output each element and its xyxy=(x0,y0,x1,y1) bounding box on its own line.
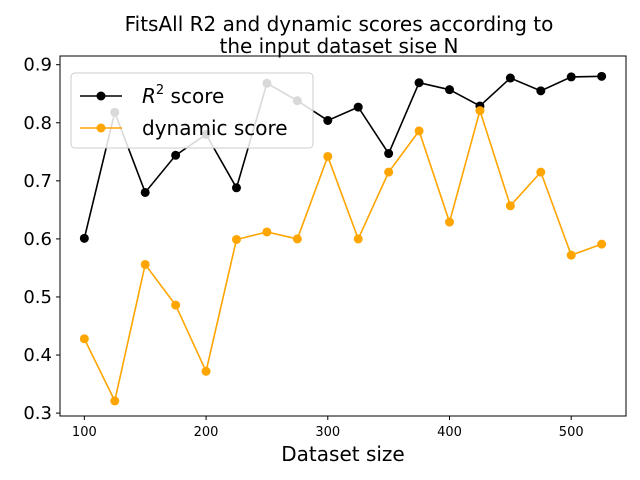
series-2-point xyxy=(505,201,515,211)
x-tick-label: 400 xyxy=(437,425,462,440)
series-2-point xyxy=(292,234,302,244)
series-2-point xyxy=(445,217,455,227)
x-axis-label: Dataset size xyxy=(281,442,404,466)
x-axis: 100 200 300 400 500 xyxy=(72,416,584,440)
series-1-point xyxy=(414,78,424,88)
plot-frame xyxy=(59,55,627,417)
y-tick-label: 0.4 xyxy=(23,345,52,366)
chart-title: FitsAll R2 and dynamic scores according … xyxy=(125,12,554,58)
series-2-point xyxy=(79,334,89,344)
series-1-point xyxy=(353,102,363,112)
series-2-point xyxy=(140,259,150,269)
series-2-point xyxy=(231,234,241,244)
series-2-point xyxy=(475,106,485,116)
series-1-point xyxy=(171,150,181,160)
series-2-point xyxy=(597,239,607,249)
y-tick-label: 0.3 xyxy=(23,403,52,424)
x-tick-label: 500 xyxy=(559,425,584,440)
series-1-point xyxy=(566,72,576,82)
series-1-point xyxy=(536,86,546,96)
series-1-point xyxy=(384,149,394,159)
legend-swatch-marker xyxy=(96,123,106,133)
chart-title-line-1: FitsAll R2 and dynamic scores according … xyxy=(125,12,554,36)
legend: R2 score dynamic score xyxy=(70,72,314,149)
series-1-point xyxy=(140,187,150,197)
series-2-point xyxy=(414,126,424,136)
series-2-point xyxy=(171,300,181,310)
legend-box xyxy=(70,72,314,149)
x-tick-label: 300 xyxy=(315,425,340,440)
series-2-point xyxy=(262,227,272,237)
series-2-point xyxy=(536,167,546,177)
y-tick-label: 0.7 xyxy=(23,171,52,192)
series-1-point xyxy=(445,85,455,95)
y-tick-label: 0.6 xyxy=(23,229,52,250)
y-axis: 0.3 0.4 0.5 0.6 0.7 0.8 0.9 xyxy=(23,55,60,424)
series-2-point xyxy=(353,234,363,244)
y-tick-label: 0.9 xyxy=(23,55,52,76)
series-1-point xyxy=(505,73,515,83)
series-2-point xyxy=(384,167,394,177)
x-tick-label: 100 xyxy=(72,425,97,440)
series-1-point xyxy=(79,233,89,243)
series-2-point xyxy=(323,151,333,161)
x-tick-label: 200 xyxy=(194,425,219,440)
legend-label-1: R2 score xyxy=(142,83,224,108)
series-1-point xyxy=(231,183,241,193)
series-1-point xyxy=(597,71,607,81)
series-line-2 xyxy=(83,107,602,404)
series-1-point xyxy=(323,115,333,125)
legend-label-2: dynamic score xyxy=(142,116,288,140)
chart-title-line-2: the input dataset sise N xyxy=(220,34,459,58)
y-tick-label: 0.5 xyxy=(23,287,52,308)
legend-swatch-marker xyxy=(96,91,106,101)
series-line-1 xyxy=(83,75,602,239)
y-tick-label: 0.8 xyxy=(23,113,52,134)
series-2-point xyxy=(110,396,120,406)
series-2-point xyxy=(201,366,211,376)
series-2-point xyxy=(566,250,576,260)
